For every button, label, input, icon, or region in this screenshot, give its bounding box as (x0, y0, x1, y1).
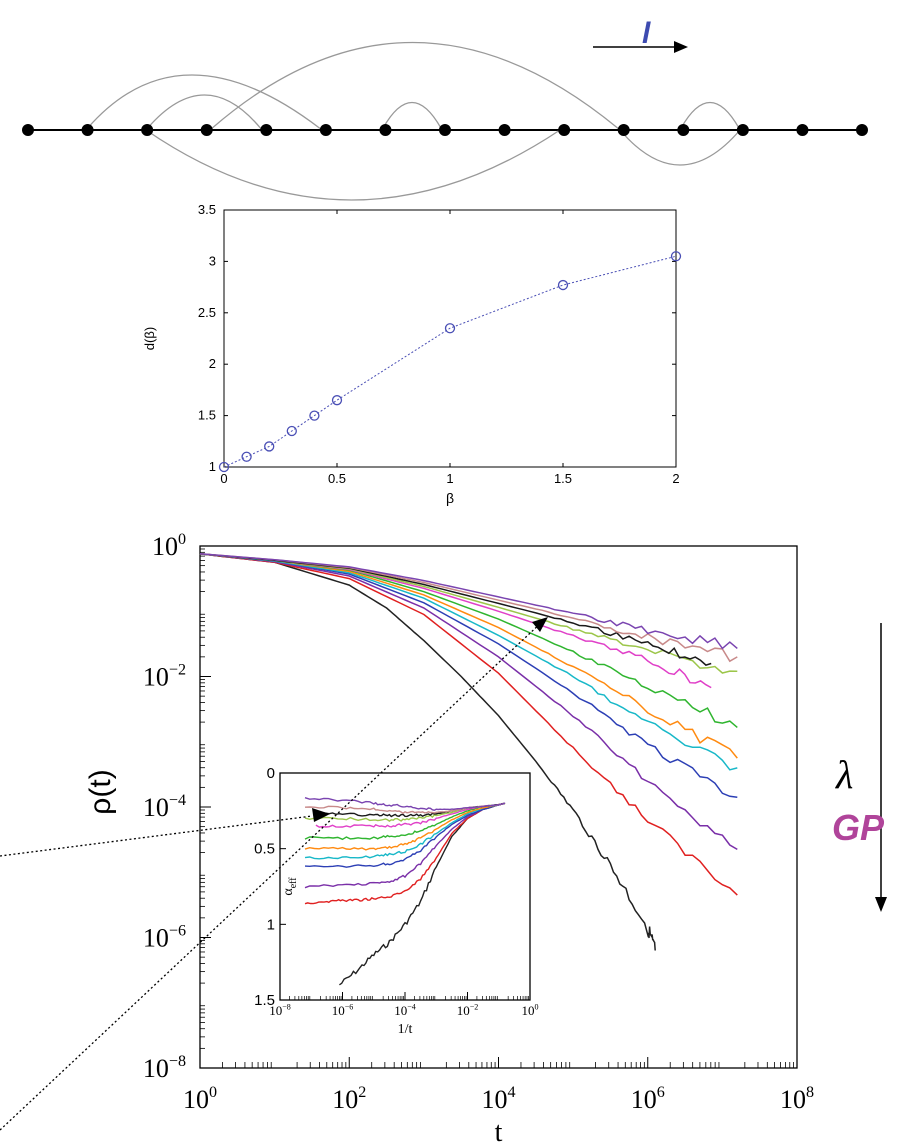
inset-x-axis-label: 1/t (398, 1022, 413, 1037)
x-tick-label: 100 (183, 1084, 217, 1114)
gp-label: GP (832, 807, 885, 848)
series-line (199, 553, 738, 759)
chain-node (796, 124, 809, 136)
y-tick-label: 10−6 (143, 923, 186, 953)
series-line (199, 553, 738, 851)
x-axis-label: t (495, 1117, 503, 1145)
inset-x-tick-label: 100 (521, 1003, 538, 1018)
pointer-head-inset (312, 808, 330, 822)
link-arc (381, 102, 443, 131)
y-tick-label: 100 (152, 531, 186, 561)
link-arc (679, 102, 741, 131)
data-point (264, 441, 275, 452)
series-line (199, 553, 656, 951)
x-tick-label: 2 (672, 471, 679, 486)
series-line (199, 553, 738, 896)
x-tick-label: 108 (780, 1084, 814, 1114)
data-point (557, 279, 569, 291)
dimension-chart: 0 0.5 1 1.5 2 1 1.5 2 2.5 3 3.5 β d(β) (142, 202, 682, 506)
inset-series-line (304, 797, 506, 812)
effective-exponent-inset: 10−8 10−6 10−4 10−2 100 0 0.5 1 1.5 1/t αeff (254, 765, 538, 1037)
link-arc (145, 94, 263, 131)
data-point (331, 395, 343, 406)
link-arc (209, 42, 621, 131)
link-arc (619, 129, 741, 166)
x-tick-label: 0 (220, 471, 227, 486)
y-axis-label: d(β) (142, 327, 157, 350)
y-tick-label: 2 (209, 356, 216, 371)
chain-node (736, 124, 749, 136)
y-tick-label: 10−8 (143, 1053, 186, 1083)
long-range-chain-network: l (22, 17, 868, 201)
y-tick-label: 3.5 (198, 202, 216, 217)
y-tick-label: 10−2 (143, 662, 186, 692)
y-tick-label: 10−4 (143, 792, 186, 822)
inset-x-tick-label: 10−2 (457, 1003, 479, 1018)
data-point (241, 451, 252, 462)
x-tick-label: 0.5 (328, 471, 346, 486)
long-range-links (85, 42, 741, 201)
distance-label: l (642, 17, 651, 50)
dotted-pointer-arrows (0, 620, 544, 1131)
data-point (218, 461, 230, 473)
series-line (199, 553, 738, 674)
chain-node (677, 124, 690, 136)
link-arc (145, 129, 561, 201)
inset-x-tick-label: 10−8 (269, 1003, 291, 1018)
y-tick-label: 1.5 (198, 408, 216, 423)
data-point (286, 425, 297, 437)
chain-node (558, 124, 571, 136)
inset-y-tick-label: 1.5 (254, 992, 275, 1009)
inset-y-tick-label: 0.5 (254, 841, 275, 858)
inset-y-tick-label: 0 (267, 765, 275, 782)
inset-x-tick-label: 10−6 (332, 1003, 354, 1018)
inset-frame (279, 772, 531, 1001)
data-point (670, 251, 682, 262)
lambda-symbol: λ (835, 752, 853, 797)
chain-nodes (22, 124, 868, 136)
x-tick-label: 104 (481, 1084, 515, 1114)
x-tick-label: 106 (631, 1084, 665, 1114)
y-tick-label: 3 (209, 253, 216, 268)
series-line (199, 553, 738, 650)
inset-y-axis-label: αeff (281, 877, 299, 896)
inset-series-line (304, 802, 506, 851)
x-axis-label: β (446, 490, 454, 506)
y-tick-label: 1 (209, 459, 216, 474)
inset-y-tick-label: 1 (267, 916, 275, 933)
data-line (223, 255, 677, 468)
data-point (309, 410, 320, 421)
x-tick-label: 102 (332, 1084, 366, 1114)
x-tick-label: 1.5 (554, 471, 572, 486)
inset-x-tick-label: 10−4 (394, 1003, 416, 1018)
chain-node (439, 124, 451, 136)
density-decay-chart: 100 102 104 106 108 100 10−2 10−4 10−6 10−8 t ρ(t) (84, 531, 814, 1145)
series-line (199, 553, 738, 771)
chain-node (498, 124, 511, 136)
link-arc (85, 74, 323, 131)
y-axis-label: ρ(t) (84, 769, 117, 814)
chain-node (141, 124, 154, 136)
chain-node (856, 124, 868, 136)
chain-node (81, 124, 94, 136)
inset-series-line (304, 802, 506, 868)
chain-node (260, 124, 273, 136)
y-tick-label: 2.5 (198, 305, 216, 320)
pointer-to-inset (0, 815, 313, 857)
lambda-annotation: λ GP (832, 623, 887, 912)
chain-node (617, 124, 630, 136)
lambda-arrow-head (875, 897, 887, 912)
pointer-head-main (532, 617, 548, 632)
data-point (444, 323, 456, 334)
x-tick-label: 1 (446, 471, 453, 486)
chain-node (200, 124, 213, 136)
chain-node (22, 124, 34, 136)
chain-node (319, 124, 332, 136)
plot-frame (223, 209, 677, 468)
distance-arrow-head (674, 41, 688, 53)
chain-node (379, 124, 392, 136)
